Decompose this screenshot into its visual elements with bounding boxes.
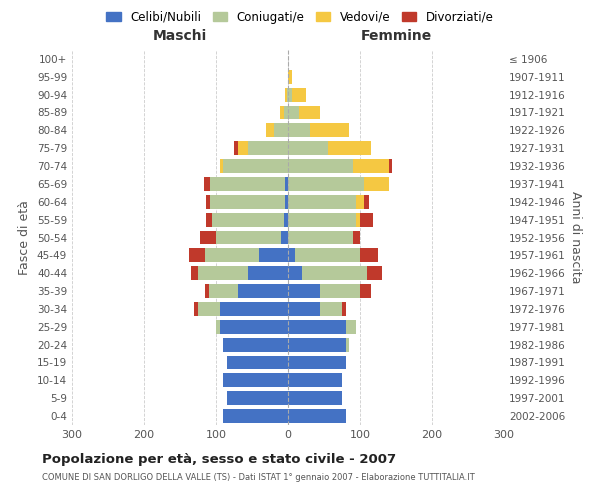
Bar: [346, 338, 349, 351]
Bar: [342, 302, 346, 316]
Bar: [209, 177, 285, 191]
Legend: Celibi/Nubili, Coniugati/e, Vedovi/e, Divorziati/e: Celibi/Nubili, Coniugati/e, Vedovi/e, Di…: [101, 6, 499, 28]
Bar: [285, 88, 287, 102]
Bar: [223, 159, 288, 173]
Bar: [220, 320, 288, 334]
Bar: [288, 320, 346, 334]
Bar: [209, 284, 238, 298]
Bar: [288, 338, 346, 351]
Bar: [287, 88, 288, 102]
Bar: [238, 284, 288, 298]
Bar: [360, 284, 371, 298]
Bar: [209, 195, 285, 209]
Bar: [288, 248, 295, 262]
Bar: [288, 141, 328, 155]
Bar: [288, 88, 292, 102]
Bar: [328, 141, 371, 155]
Bar: [238, 141, 248, 155]
Bar: [281, 230, 288, 244]
Bar: [288, 70, 292, 84]
Bar: [310, 124, 349, 138]
Bar: [227, 356, 288, 370]
Bar: [206, 212, 212, 226]
Bar: [206, 195, 209, 209]
Bar: [292, 88, 306, 102]
Bar: [190, 248, 205, 262]
Text: COMUNE DI SAN DORLIGO DELLA VALLE (TS) - Dati ISTAT 1° gennaio 2007 - Elaborazio: COMUNE DI SAN DORLIGO DELLA VALLE (TS) -…: [42, 472, 475, 482]
Bar: [295, 248, 360, 262]
Y-axis label: Anni di nascita: Anni di nascita: [569, 191, 582, 284]
Bar: [194, 302, 198, 316]
Bar: [288, 159, 353, 173]
Bar: [200, 230, 216, 244]
Bar: [288, 212, 356, 226]
Bar: [288, 177, 364, 191]
Bar: [284, 106, 288, 120]
Bar: [302, 266, 367, 280]
Bar: [216, 320, 220, 334]
Text: Maschi: Maschi: [153, 29, 207, 43]
Bar: [288, 124, 310, 138]
Y-axis label: Fasce di età: Fasce di età: [19, 200, 31, 275]
Bar: [266, 124, 274, 138]
Bar: [223, 374, 288, 388]
Bar: [288, 195, 356, 209]
Bar: [259, 248, 288, 262]
Bar: [205, 177, 209, 191]
Bar: [320, 284, 360, 298]
Bar: [280, 106, 284, 120]
Bar: [234, 141, 238, 155]
Bar: [205, 284, 209, 298]
Bar: [288, 409, 346, 423]
Bar: [220, 302, 288, 316]
Bar: [360, 248, 378, 262]
Bar: [356, 195, 364, 209]
Bar: [288, 266, 302, 280]
Bar: [198, 302, 220, 316]
Bar: [288, 284, 320, 298]
Bar: [205, 248, 259, 262]
Bar: [248, 266, 288, 280]
Bar: [288, 356, 346, 370]
Bar: [284, 212, 288, 226]
Bar: [212, 212, 284, 226]
Bar: [320, 302, 342, 316]
Bar: [223, 409, 288, 423]
Bar: [198, 266, 248, 280]
Text: Popolazione per età, sesso e stato civile - 2007: Popolazione per età, sesso e stato civil…: [42, 452, 396, 466]
Bar: [220, 159, 223, 173]
Bar: [353, 159, 389, 173]
Bar: [288, 391, 342, 405]
Bar: [360, 212, 373, 226]
Bar: [227, 391, 288, 405]
Bar: [356, 212, 360, 226]
Bar: [223, 338, 288, 351]
Bar: [191, 266, 198, 280]
Text: Femmine: Femmine: [361, 29, 431, 43]
Bar: [353, 230, 360, 244]
Bar: [389, 159, 392, 173]
Bar: [285, 177, 288, 191]
Bar: [288, 230, 353, 244]
Bar: [288, 106, 299, 120]
Bar: [364, 195, 370, 209]
Bar: [364, 177, 389, 191]
Bar: [248, 141, 288, 155]
Bar: [346, 320, 356, 334]
Bar: [288, 374, 342, 388]
Bar: [216, 230, 281, 244]
Bar: [288, 302, 320, 316]
Bar: [299, 106, 320, 120]
Bar: [285, 195, 288, 209]
Bar: [274, 124, 288, 138]
Bar: [367, 266, 382, 280]
